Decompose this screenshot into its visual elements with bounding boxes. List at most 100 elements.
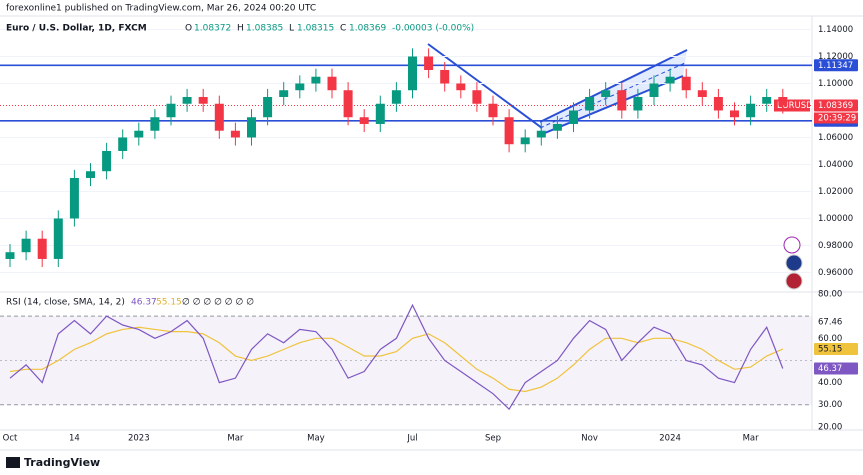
- y-tick-label: 1.12000: [818, 52, 853, 62]
- y-tick-label: 1.02000: [818, 187, 853, 197]
- ohlc-o: O: [185, 24, 192, 34]
- candle-body: [472, 90, 482, 104]
- rsi-last-label-box: [814, 362, 858, 375]
- channel-lower: [539, 75, 684, 136]
- ohlc-o-value: 1.08372: [194, 24, 231, 34]
- candle-body: [617, 90, 627, 111]
- ohlc-l-value: 1.08315: [297, 24, 334, 34]
- candle-body: [295, 83, 305, 91]
- candle-body: [134, 130, 144, 138]
- icons: [783, 236, 803, 290]
- ohlc-change: -0.00003 (-0.00%): [392, 24, 474, 34]
- countdown: 20:39:29: [818, 114, 856, 124]
- candle-body: [424, 56, 434, 70]
- candle-body: [665, 76, 675, 84]
- rsi-last-label-box: [814, 343, 858, 356]
- ohlc-h: H: [237, 24, 244, 34]
- candle-body: [730, 110, 739, 118]
- candle-body: [86, 171, 95, 178]
- level-label-box: [814, 59, 858, 72]
- candle-body: [746, 103, 756, 118]
- ohlc-l: L: [289, 24, 294, 34]
- icon-eu[interactable]: [785, 254, 803, 272]
- candle-body: [375, 103, 385, 124]
- candle-body: [263, 96, 273, 118]
- candle-body: [343, 90, 353, 118]
- candle-body: [327, 76, 337, 91]
- countdown-box: [814, 112, 858, 124]
- icon-alert[interactable]: [783, 236, 801, 254]
- candle-body: [440, 69, 450, 84]
- rsi-line: [9, 326, 784, 393]
- candle-body: [569, 110, 578, 124]
- y-tick-label: 1.06000: [818, 133, 853, 143]
- candle-body: [166, 103, 176, 118]
- candle-body: [118, 137, 128, 151]
- candle-body: [520, 137, 530, 145]
- publisher: forexonline1 published on TradingView.co…: [6, 4, 316, 14]
- candle-body: [488, 103, 498, 118]
- candle-body: [247, 117, 256, 138]
- ohlc-c: C: [340, 24, 346, 34]
- channel-mid: [539, 62, 686, 129]
- y-tick-label: 1.00000: [818, 214, 853, 224]
- candle-body: [359, 117, 369, 124]
- candle-body: [5, 252, 15, 259]
- x-tick-label: Mar: [743, 434, 760, 444]
- y-tick-label: 0.98000: [818, 241, 853, 251]
- candle-body: [778, 96, 788, 106]
- x-tick-label: Jul: [406, 434, 417, 444]
- candle-body: [391, 90, 401, 104]
- candle-body: [182, 96, 192, 104]
- last-price-label: 1.08369: [818, 101, 853, 111]
- x-tick-label: 2024: [659, 434, 681, 444]
- ohlc-h-value: 1.08385: [246, 24, 283, 34]
- rsi-marker-label: 67.46: [818, 317, 842, 327]
- candle-body: [504, 117, 514, 145]
- y-tick-label: 0.96000: [818, 268, 853, 278]
- rsi-tick-label: 40.00: [818, 378, 842, 388]
- icon-us[interactable]: [785, 272, 803, 290]
- candle-body: [150, 117, 160, 131]
- y-tick-label: 1.10000: [818, 79, 853, 89]
- candle-body: [697, 90, 707, 97]
- candle-body: [536, 130, 546, 138]
- downtrend-line: [427, 43, 543, 129]
- candle-body: [456, 83, 466, 91]
- footer-logo: [6, 457, 20, 468]
- symbol-label: EURUSD: [777, 101, 813, 111]
- candle-body: [408, 56, 417, 91]
- candle-body: [37, 238, 47, 259]
- x-tick-label: Mar: [227, 434, 244, 444]
- rsi-title: RSI (14, close, SMA, 14, 2): [6, 298, 125, 308]
- candle-body: [230, 130, 240, 138]
- symbol-title: Euro / U.S. Dollar, 1D, FXCM: [6, 24, 147, 34]
- candle-body: [601, 90, 611, 97]
- rsi-tick-label: 20.00: [818, 422, 842, 432]
- rsi-value: 46.37: [131, 298, 157, 308]
- candle-body: [53, 218, 63, 259]
- x-tick-label: Nov: [581, 434, 598, 444]
- candle-body: [214, 103, 224, 131]
- x-tick-label: May: [307, 434, 325, 444]
- y-tick-label: 1.04000: [818, 160, 853, 170]
- candle-body: [762, 96, 772, 104]
- footer-brand: TradingView: [24, 456, 100, 469]
- candle-body: [69, 177, 79, 219]
- candle-body: [279, 90, 289, 97]
- x-tick-label: 2023: [128, 434, 150, 444]
- candle-body: [633, 96, 643, 111]
- rsi-ma-value: 55.15: [156, 298, 182, 308]
- rsi-tick-label: 80.00: [818, 290, 842, 300]
- ohlc-c-value: 1.08369: [349, 24, 386, 34]
- rsi-last-label: 46.37: [818, 364, 842, 374]
- candle-body: [21, 238, 31, 253]
- y-tick-label: 1.14000: [818, 25, 853, 35]
- candle-body: [311, 76, 321, 84]
- candle-body: [585, 96, 595, 111]
- x-tick-label: 14: [69, 434, 80, 444]
- candle-body: [198, 96, 208, 104]
- rsi-tick-label: 30.00: [818, 400, 842, 410]
